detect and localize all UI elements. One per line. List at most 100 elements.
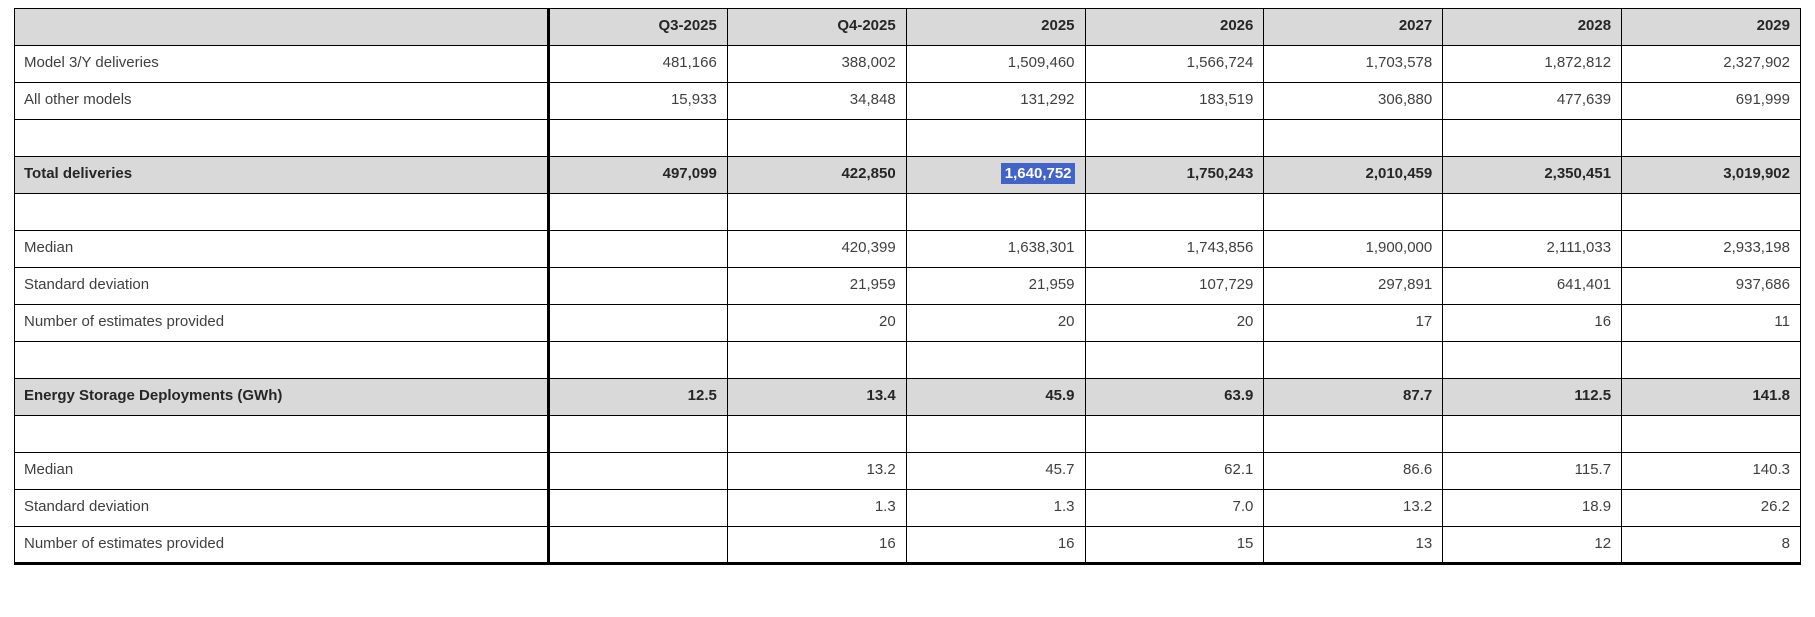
cell: 20 bbox=[1084, 304, 1265, 342]
cell bbox=[1084, 341, 1265, 379]
cell bbox=[1621, 341, 1801, 379]
table-row: Standard deviation 21,959 21,959 107,729 297… bbox=[14, 267, 1801, 305]
cell: 140.3 bbox=[1621, 452, 1801, 490]
table-row: All other models 15,933 34,848 131,292 183,5… bbox=[14, 82, 1801, 120]
cell: 34,848 bbox=[726, 82, 907, 120]
cell: 2,933,198 bbox=[1621, 230, 1801, 268]
cell: 12.5 bbox=[548, 378, 728, 416]
cell: 16 bbox=[726, 526, 907, 564]
spacer-row bbox=[14, 415, 1801, 453]
cell: 183,519 bbox=[1084, 82, 1265, 120]
table-row: Median 420,399 1,638,301 1,743,856 1,900,000… bbox=[14, 230, 1801, 268]
cell: 26.2 bbox=[1621, 489, 1801, 527]
cell bbox=[1442, 119, 1623, 157]
cell: 15,933 bbox=[548, 82, 728, 120]
estimates-table-container: Q3-2025 Q4-2025 2025 2026 2027 2028 2029 Model… bbox=[14, 8, 1801, 565]
cell: 1,703,578 bbox=[1263, 45, 1444, 83]
column-header: 2028 bbox=[1442, 8, 1623, 46]
cell: 18.9 bbox=[1442, 489, 1623, 527]
cell: 13.2 bbox=[1263, 489, 1444, 527]
cell: 20 bbox=[905, 304, 1086, 342]
table-row: Energy Storage Deployments (GWh) 12.5 13.4… bbox=[14, 378, 1801, 416]
cell: 112.5 bbox=[1442, 378, 1623, 416]
table-row: Median 13.2 45.7 62.1 86.6 115.7 140.3 bbox=[14, 452, 1801, 490]
spacer-row bbox=[14, 193, 1801, 231]
cell: 13.2 bbox=[726, 452, 907, 490]
cell: 2,350,451 bbox=[1442, 156, 1623, 194]
cell bbox=[548, 230, 728, 268]
row-label: Standard deviation bbox=[14, 489, 550, 527]
row-label: All other models bbox=[14, 82, 550, 120]
cell bbox=[1084, 193, 1265, 231]
cell: 45.7 bbox=[905, 452, 1086, 490]
cell: 1,640,752 bbox=[905, 156, 1086, 194]
cell: 7.0 bbox=[1084, 489, 1265, 527]
cell: 477,639 bbox=[1442, 82, 1623, 120]
table-row: Model 3/Y deliveries 481,166 388,002 1,509,… bbox=[14, 45, 1801, 83]
cell: 12 bbox=[1442, 526, 1623, 564]
cell: 17 bbox=[1263, 304, 1444, 342]
cell bbox=[1263, 415, 1444, 453]
table-body: Model 3/Y deliveries 481,166 388,002 1,509,… bbox=[14, 45, 1801, 564]
cell bbox=[548, 489, 728, 527]
cell: 497,099 bbox=[548, 156, 728, 194]
table-row: Standard deviation 1.3 1.3 7.0 13.2 18.9 26.2 bbox=[14, 489, 1801, 527]
row-label: Standard deviation bbox=[14, 267, 550, 305]
cell: 1,638,301 bbox=[905, 230, 1086, 268]
cell: 641,401 bbox=[1442, 267, 1623, 305]
cell bbox=[1621, 193, 1801, 231]
cell bbox=[726, 119, 907, 157]
column-header: 2029 bbox=[1621, 8, 1801, 46]
column-header: 2025 bbox=[905, 8, 1086, 46]
cell: 131,292 bbox=[905, 82, 1086, 120]
cell bbox=[905, 119, 1086, 157]
spacer-row bbox=[14, 341, 1801, 379]
cell bbox=[1084, 415, 1265, 453]
cell bbox=[1442, 341, 1623, 379]
cell bbox=[905, 415, 1086, 453]
row-label: Number of estimates provided bbox=[14, 304, 550, 342]
selected-cell-value[interactable]: 1,640,752 bbox=[1000, 163, 1075, 184]
cell: 20 bbox=[726, 304, 907, 342]
cell: 2,111,033 bbox=[1442, 230, 1623, 268]
corner-header bbox=[14, 8, 550, 46]
row-label: Median bbox=[14, 452, 550, 490]
cell: 1,872,812 bbox=[1442, 45, 1623, 83]
column-header: 2026 bbox=[1084, 8, 1265, 46]
spacer-row bbox=[14, 119, 1801, 157]
cell: 2,010,459 bbox=[1263, 156, 1444, 194]
table-row: Number of estimates provided 20 20 20 17 16 11 bbox=[14, 304, 1801, 342]
row-label bbox=[14, 341, 550, 379]
cell: 481,166 bbox=[548, 45, 728, 83]
row-label bbox=[14, 119, 550, 157]
row-label: Median bbox=[14, 230, 550, 268]
cell: 937,686 bbox=[1621, 267, 1801, 305]
cell: 87.7 bbox=[1263, 378, 1444, 416]
cell bbox=[548, 304, 728, 342]
column-header: Q4-2025 bbox=[726, 8, 907, 46]
forecast-table: Q3-2025 Q4-2025 2025 2026 2027 2028 2029 Model… bbox=[14, 8, 1801, 565]
cell bbox=[1442, 415, 1623, 453]
row-label bbox=[14, 415, 550, 453]
table-row: Total deliveries 497,099 422,850 1,640,752 1… bbox=[14, 156, 1801, 194]
cell: 107,729 bbox=[1084, 267, 1265, 305]
cell: 422,850 bbox=[726, 156, 907, 194]
cell: 1,509,460 bbox=[905, 45, 1086, 83]
cell: 1,900,000 bbox=[1263, 230, 1444, 268]
table-head-row: Q3-2025 Q4-2025 2025 2026 2027 2028 2029 bbox=[14, 8, 1801, 46]
cell bbox=[905, 341, 1086, 379]
cell: 8 bbox=[1621, 526, 1801, 564]
row-label: Model 3/Y deliveries bbox=[14, 45, 550, 83]
table-row: Number of estimates provided 16 16 15 13 12 8 bbox=[14, 526, 1801, 564]
cell: 388,002 bbox=[726, 45, 907, 83]
row-label: Total deliveries bbox=[14, 156, 550, 194]
cell bbox=[726, 341, 907, 379]
cell bbox=[726, 193, 907, 231]
cell: 16 bbox=[1442, 304, 1623, 342]
cell bbox=[548, 526, 728, 564]
cell: 2,327,902 bbox=[1621, 45, 1801, 83]
cell bbox=[905, 193, 1086, 231]
column-header: 2027 bbox=[1263, 8, 1444, 46]
row-label bbox=[14, 193, 550, 231]
cell: 63.9 bbox=[1084, 378, 1265, 416]
